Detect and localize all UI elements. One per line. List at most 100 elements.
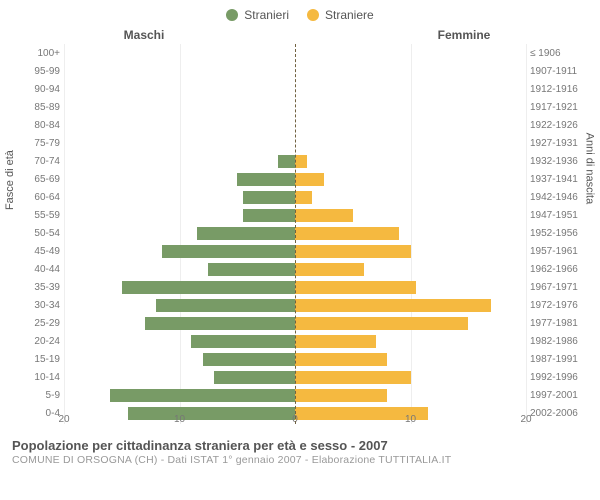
age-label: 65-69: [12, 174, 64, 185]
birth-label: 1972-1976: [526, 300, 588, 311]
column-header-male: Maschi: [4, 28, 304, 42]
bar-side-female: [295, 152, 526, 170]
pyramid-row: 70-741932-1936: [12, 152, 588, 170]
bar-pair: [64, 170, 526, 188]
bar-female: [295, 299, 491, 312]
bar-pair: [64, 386, 526, 404]
bar-male: [191, 335, 295, 348]
pyramid-row: 90-941912-1916: [12, 80, 588, 98]
birth-label: 1927-1931: [526, 138, 588, 149]
bar-side-male: [64, 314, 295, 332]
birth-label: 1962-1966: [526, 264, 588, 275]
pyramid-row: 30-341972-1976: [12, 296, 588, 314]
bar-side-male: [64, 368, 295, 386]
bar-pair: [64, 314, 526, 332]
legend-swatch-female: [307, 9, 319, 21]
birth-label: 1997-2001: [526, 390, 588, 401]
bar-side-female: [295, 278, 526, 296]
bar-pair: [64, 80, 526, 98]
birth-label: 1942-1946: [526, 192, 588, 203]
bar-male: [197, 227, 295, 240]
bar-pair: [64, 188, 526, 206]
legend-swatch-male: [226, 9, 238, 21]
pyramid-row: 50-541952-1956: [12, 224, 588, 242]
chart-subtitle: COMUNE DI ORSOGNA (CH) - Dati ISTAT 1° g…: [12, 454, 588, 466]
birth-label: 1917-1921: [526, 102, 588, 113]
bar-female: [295, 389, 387, 402]
pyramid-row: 85-891917-1921: [12, 98, 588, 116]
bar-pair: [64, 260, 526, 278]
bar-female: [295, 227, 399, 240]
bar-side-female: [295, 188, 526, 206]
age-label: 100+: [12, 48, 64, 59]
bar-pair: [64, 296, 526, 314]
pyramid-rows: 100+≤ 190695-991907-191190-941912-191685…: [12, 44, 588, 424]
bar-side-male: [64, 278, 295, 296]
age-label: 60-64: [12, 192, 64, 203]
birth-label: 1967-1971: [526, 282, 588, 293]
bar-pair: [64, 350, 526, 368]
birth-label: 1977-1981: [526, 318, 588, 329]
bar-side-male: [64, 134, 295, 152]
bar-pair: [64, 278, 526, 296]
bar-side-female: [295, 350, 526, 368]
bar-side-male: [64, 98, 295, 116]
birth-label: 1992-1996: [526, 372, 588, 383]
chart-container: Stranieri Straniere Maschi Femmine Fasce…: [0, 0, 600, 500]
bar-side-female: [295, 296, 526, 314]
bar-side-male: [64, 206, 295, 224]
age-label: 90-94: [12, 84, 64, 95]
bar-male: [162, 245, 295, 258]
legend-item-female: Straniere: [307, 8, 374, 22]
bar-side-male: [64, 296, 295, 314]
age-label: 75-79: [12, 138, 64, 149]
bar-side-male: [64, 350, 295, 368]
bar-side-male: [64, 44, 295, 62]
bar-pair: [64, 44, 526, 62]
birth-label: ≤ 1906: [526, 48, 588, 59]
bar-side-male: [64, 224, 295, 242]
pyramid-row: 45-491957-1961: [12, 242, 588, 260]
age-label: 40-44: [12, 264, 64, 275]
pyramid-row: 60-64 1942-1946: [12, 188, 588, 206]
bar-pair: [64, 98, 526, 116]
age-label: 45-49: [12, 246, 64, 257]
bar-side-female: [295, 98, 526, 116]
pyramid-row: 35-391967-1971: [12, 278, 588, 296]
bar-pair: [64, 368, 526, 386]
bar-side-male: [64, 260, 295, 278]
pyramid-row: 20-241982-1986: [12, 332, 588, 350]
x-tick-label: 20: [520, 414, 531, 425]
bar-female: [295, 191, 312, 204]
x-tick-label: 10: [174, 414, 185, 425]
bar-side-female: [295, 80, 526, 98]
bar-male: [214, 371, 295, 384]
bar-pair: [64, 152, 526, 170]
bar-side-female: [295, 260, 526, 278]
age-label: 55-59: [12, 210, 64, 221]
birth-label: 1947-1951: [526, 210, 588, 221]
x-axis-ticks: 201001020: [64, 414, 526, 426]
pyramid-row: 100+ ≤ 1906: [12, 44, 588, 62]
bar-female: [295, 263, 364, 276]
bar-male: [237, 173, 295, 186]
bar-male: [243, 191, 295, 204]
bar-side-male: [64, 188, 295, 206]
column-header-female: Femmine: [304, 28, 600, 42]
pyramid-row: 65-69 1937-1941: [12, 170, 588, 188]
bar-male: [156, 299, 295, 312]
age-label: 10-14: [12, 372, 64, 383]
birth-label: 1937-1941: [526, 174, 588, 185]
x-tick-label: 10: [405, 414, 416, 425]
bar-side-male: [64, 62, 295, 80]
bar-side-female: [295, 134, 526, 152]
pyramid-row: 10-14 1992-1996: [12, 368, 588, 386]
pyramid-row: 5-91997-2001: [12, 386, 588, 404]
bar-male: [278, 155, 295, 168]
birth-label: 1982-1986: [526, 336, 588, 347]
bar-side-male: [64, 80, 295, 98]
birth-label: 1907-1911: [526, 66, 588, 77]
age-label: 50-54: [12, 228, 64, 239]
age-label: 0-4: [12, 408, 64, 419]
pyramid-row: 80-841922-1926: [12, 116, 588, 134]
